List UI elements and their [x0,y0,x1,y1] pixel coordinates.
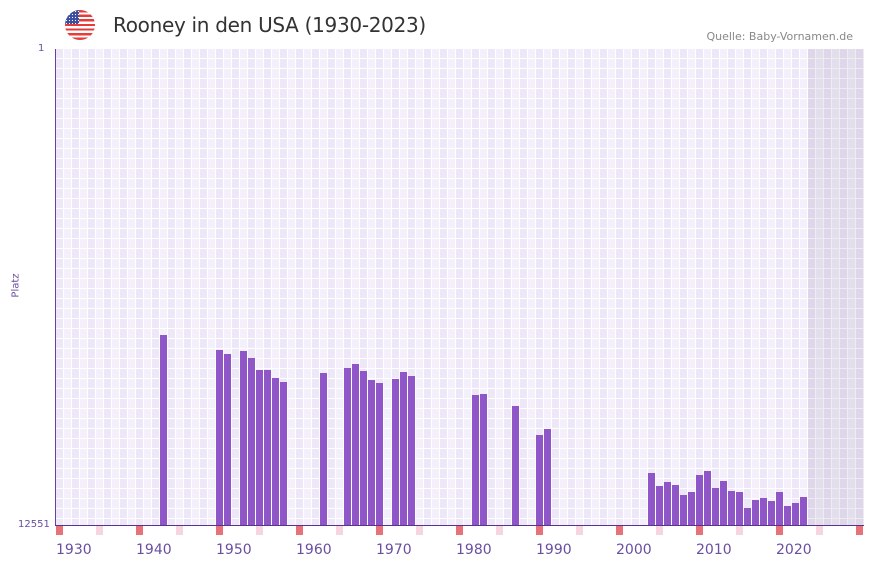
x-tick-label-1940: 1940 [136,542,172,558]
bar-2014[interactable] [728,491,735,525]
half-decade-marker-2015 [736,526,743,535]
y-tick-label-bottom: 12551 [18,519,50,530]
bar-2009[interactable] [688,492,695,525]
bar-1954[interactable] [248,358,255,525]
half-decade-marker-1935 [96,526,103,535]
x-tick-label-2000: 2000 [616,542,652,558]
bar-2018[interactable] [760,497,767,525]
bar-2022[interactable] [792,503,799,525]
decade-marker-2010 [696,526,703,535]
bar-1956[interactable] [264,369,271,525]
usa-flag-icon [65,10,95,40]
bar-1968[interactable] [360,371,367,525]
chart-title: Rooney in den USA (1930-2023) [113,13,426,37]
y-axis-title: Platz [10,273,22,298]
bar-2017[interactable] [752,500,759,525]
bar-1966[interactable] [344,368,351,525]
bar-2012[interactable] [712,487,719,525]
x-tick-label-1990: 1990 [536,542,572,558]
half-decade-marker-1955 [256,526,263,535]
decade-marker-1940 [136,526,143,535]
decade-marker-1990 [536,526,543,535]
half-decade-marker-1965 [336,526,343,535]
bar-1969[interactable] [368,380,375,525]
decade-marker-1930 [56,526,63,535]
half-decade-marker-1995 [576,526,583,535]
bar-2010[interactable] [696,475,703,525]
y-tick-label-top: 1 [38,43,45,54]
bar-2016[interactable] [744,508,751,525]
decade-marker-2000 [616,526,623,535]
x-tick-label-1960: 1960 [296,542,332,558]
decade-marker-1970 [376,526,383,535]
half-decade-marker-1945 [176,526,183,535]
bar-1955[interactable] [256,369,263,525]
half-decade-marker-2025 [816,526,823,535]
bar-1950[interactable] [216,350,223,525]
bar-1967[interactable] [352,363,359,525]
x-tick-label-1980: 1980 [456,542,492,558]
bar-1972[interactable] [392,379,399,525]
half-decade-marker-2005 [656,526,663,535]
bar-1963[interactable] [320,373,327,525]
x-tick-label-1950: 1950 [216,542,252,558]
bar-2015[interactable] [736,492,743,525]
x-tick-label-1970: 1970 [376,542,412,558]
half-decade-marker-1975 [416,526,423,535]
bar-1990[interactable] [536,434,543,525]
bar-2013[interactable] [720,481,727,525]
bar-2007[interactable] [672,484,679,525]
bar-1982[interactable] [472,395,479,525]
bar-2005[interactable] [656,486,663,525]
x-tick-label-1930: 1930 [56,542,92,558]
decade-marker-2030 [856,526,863,535]
x-axis-line [55,525,864,526]
bar-2006[interactable] [664,481,671,525]
bar-2011[interactable] [704,470,711,525]
bar-2020[interactable] [776,492,783,525]
bar-1951[interactable] [224,353,231,525]
decade-marker-1980 [456,526,463,535]
bar-1991[interactable] [544,429,551,525]
x-tick-label-2020: 2020 [776,542,812,558]
source-link[interactable]: Quelle: Baby-Vornamen.de [706,30,853,43]
decade-marker-1950 [216,526,223,535]
bar-2023[interactable] [800,497,807,525]
bar-1983[interactable] [480,393,487,525]
plot-area [56,49,864,525]
bar-1970[interactable] [376,382,383,525]
bar-2019[interactable] [768,500,775,525]
decade-marker-2020 [776,526,783,535]
bar-1953[interactable] [240,350,247,525]
bar-1973[interactable] [400,371,407,525]
bar-2004[interactable] [648,473,655,525]
bar-1974[interactable] [408,376,415,525]
bar-2008[interactable] [680,494,687,525]
future-shaded-region [808,49,864,525]
half-decade-marker-1985 [496,526,503,535]
bar-1957[interactable] [272,377,279,525]
x-tick-label-2010: 2010 [696,542,732,558]
bar-1958[interactable] [280,382,287,525]
y-axis-line [55,49,56,526]
bar-1943[interactable] [160,335,167,525]
decade-marker-1960 [296,526,303,535]
bar-1987[interactable] [512,406,519,525]
bar-2021[interactable] [784,505,791,525]
